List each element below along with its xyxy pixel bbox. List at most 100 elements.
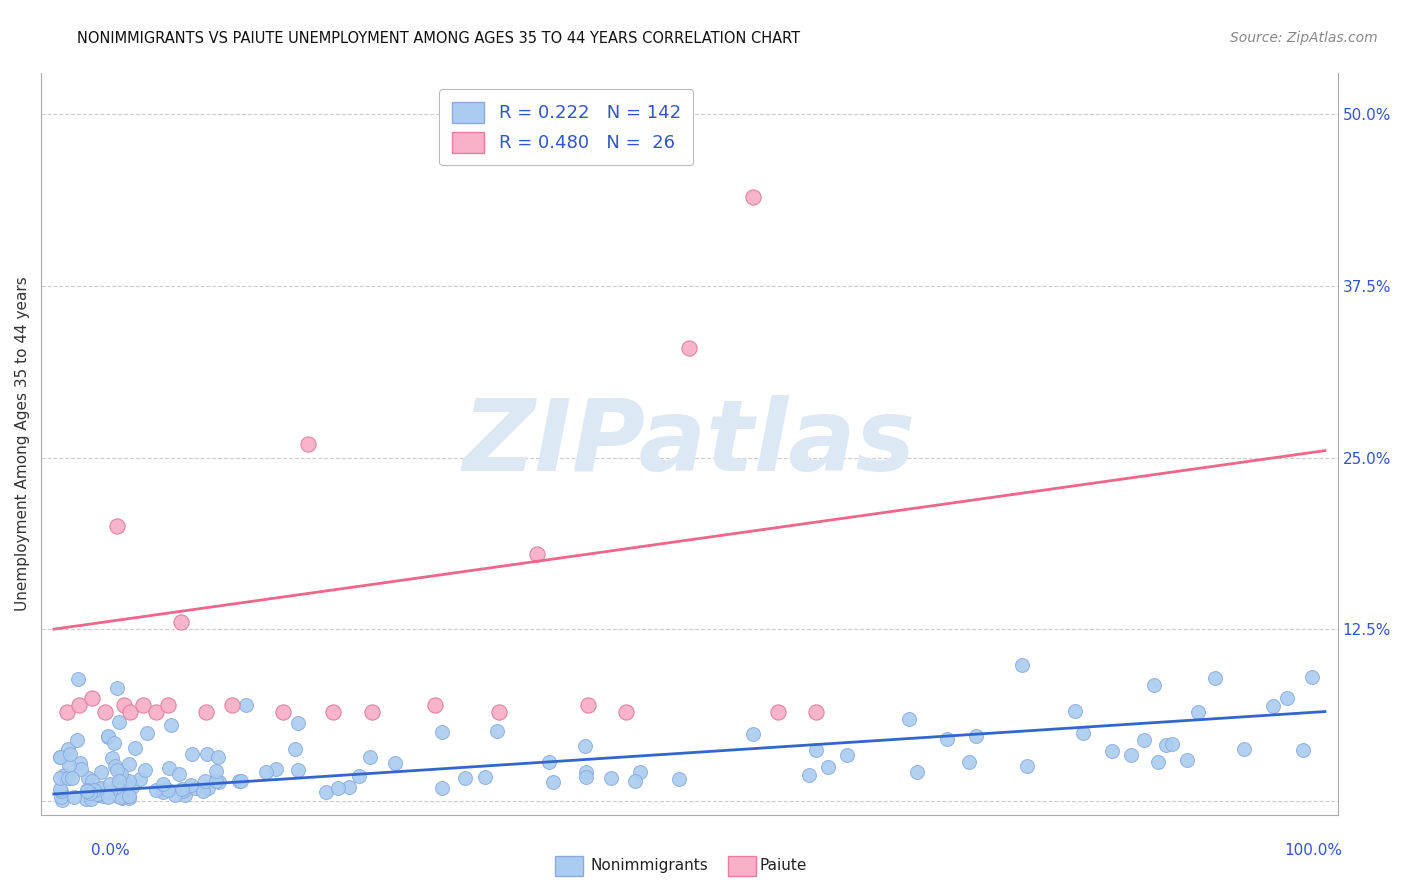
Point xyxy=(105,764,128,778)
Point xyxy=(80,791,103,805)
Point xyxy=(112,773,135,788)
Point xyxy=(1121,747,1143,762)
Point xyxy=(614,705,637,719)
Point xyxy=(159,761,181,775)
Point xyxy=(965,729,987,743)
Point xyxy=(1143,678,1166,692)
Point xyxy=(221,698,243,712)
Point xyxy=(108,773,131,788)
Point xyxy=(60,771,83,785)
Text: Paiute: Paiute xyxy=(759,858,807,872)
Point xyxy=(1292,743,1315,757)
Point xyxy=(898,712,921,726)
Point xyxy=(108,789,131,804)
Point xyxy=(837,747,859,762)
Point xyxy=(430,725,453,739)
Point xyxy=(254,765,277,780)
Point xyxy=(1175,753,1198,767)
Point xyxy=(1204,671,1226,685)
Point xyxy=(97,729,120,743)
Point xyxy=(538,756,561,770)
Point xyxy=(430,780,453,795)
Point xyxy=(322,705,344,719)
Point xyxy=(264,762,287,776)
Text: 100.0%: 100.0% xyxy=(1285,843,1343,858)
Point xyxy=(526,547,548,561)
Point xyxy=(574,739,596,754)
Point xyxy=(152,777,174,791)
Point xyxy=(360,705,382,719)
Point xyxy=(80,690,103,705)
Point xyxy=(229,774,252,789)
Point xyxy=(101,751,124,765)
Point xyxy=(134,764,156,778)
Point xyxy=(817,760,839,774)
Point xyxy=(423,698,446,712)
Point xyxy=(1275,690,1298,705)
Point xyxy=(66,733,89,747)
Point xyxy=(287,763,309,777)
Point xyxy=(110,766,132,780)
Legend: R = 0.222   N = 142, R = 0.480   N =  26: R = 0.222 N = 142, R = 0.480 N = 26 xyxy=(439,89,693,165)
Point xyxy=(111,790,134,805)
Point xyxy=(454,771,477,785)
Point xyxy=(485,724,508,739)
Text: 0.0%: 0.0% xyxy=(91,843,131,858)
Point xyxy=(98,785,121,799)
Point xyxy=(195,705,218,719)
Point xyxy=(86,787,108,801)
Point xyxy=(297,436,319,450)
Point xyxy=(1071,726,1094,740)
Point xyxy=(91,789,114,803)
Point xyxy=(184,781,207,796)
Point xyxy=(172,782,194,797)
Point xyxy=(107,789,129,803)
Point xyxy=(797,768,820,782)
Point xyxy=(103,736,125,750)
Point xyxy=(806,705,828,719)
Point xyxy=(191,784,214,798)
Point xyxy=(58,742,80,756)
Point xyxy=(741,726,763,740)
Point xyxy=(55,705,77,719)
Point xyxy=(235,698,257,712)
Point xyxy=(905,764,928,779)
Point xyxy=(145,782,167,797)
Point xyxy=(1233,742,1256,756)
Point xyxy=(118,774,141,789)
Point xyxy=(49,781,72,796)
Point xyxy=(575,765,598,780)
Point xyxy=(474,770,496,784)
Point xyxy=(1011,658,1033,673)
Point xyxy=(105,681,128,695)
Point xyxy=(623,773,645,788)
Text: ZIPatlas: ZIPatlas xyxy=(463,395,915,492)
Point xyxy=(628,764,651,779)
Point xyxy=(804,743,827,757)
Point xyxy=(97,789,120,804)
Point xyxy=(49,750,72,764)
Point xyxy=(118,756,141,771)
Point xyxy=(337,780,360,795)
Point xyxy=(1263,698,1285,713)
Point xyxy=(600,772,623,786)
Point xyxy=(51,792,73,806)
Point xyxy=(173,789,195,803)
Point xyxy=(67,672,90,686)
Point xyxy=(98,777,121,791)
Point xyxy=(155,782,177,797)
Point xyxy=(170,615,193,630)
Point xyxy=(82,774,104,789)
Point xyxy=(145,705,167,719)
Point xyxy=(169,767,191,781)
Point xyxy=(197,780,219,795)
Point xyxy=(359,749,381,764)
Point xyxy=(87,788,110,802)
Point xyxy=(105,519,128,533)
Point xyxy=(205,764,228,778)
Point xyxy=(76,784,98,798)
Point xyxy=(56,771,79,785)
Point xyxy=(83,783,105,797)
Point xyxy=(284,742,307,756)
Point xyxy=(121,780,143,794)
